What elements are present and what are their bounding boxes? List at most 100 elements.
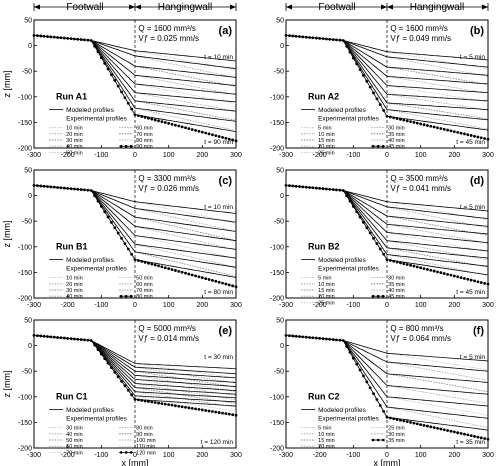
- experimental-point: [284, 33, 288, 37]
- legend-entry-label: 15 min: [318, 138, 335, 144]
- y-tick-label: 50: [24, 18, 32, 25]
- experimental-point: [224, 136, 228, 140]
- experimental-point: [234, 139, 238, 143]
- legend-experimental-label: Experimental profiles: [66, 416, 127, 423]
- fault-rate-text: Vƒ = 0.025 mm/s: [138, 34, 199, 43]
- legend-entry-label: 45 min: [388, 294, 405, 300]
- experimental-point: [446, 128, 449, 132]
- experimental-point: [180, 125, 184, 129]
- header-left: Footwall Hangingwall: [33, 2, 237, 13]
- legend-marker: [124, 294, 128, 298]
- modeled-profile: [285, 335, 489, 395]
- y-tick-label: -200: [18, 146, 32, 153]
- x-tick-label: -300: [27, 452, 41, 459]
- experimental-point: [231, 413, 235, 417]
- y-tick-label: -50: [274, 219, 284, 226]
- experimental-point: [415, 121, 419, 125]
- legend-marker: [381, 438, 385, 442]
- x-tick-label: 0: [385, 452, 389, 459]
- x-tick-label: -200: [313, 152, 327, 159]
- legend-entry-label: 10 min: [66, 126, 83, 132]
- legend-modeled-label: Modeled profiles: [66, 107, 114, 114]
- experimental-point: [463, 277, 466, 280]
- header-footwall-label-right: Footwall: [318, 2, 355, 13]
- fault-rate-text: Vƒ = 0.049 mm/s: [390, 34, 451, 43]
- legend-entry-label: 10 min: [318, 282, 335, 288]
- y-tick-label: -200: [18, 446, 32, 453]
- experimental-point: [449, 429, 453, 433]
- experimental-point: [150, 117, 154, 121]
- experimental-point: [234, 285, 238, 289]
- legend-entry-label: 20 min: [318, 144, 335, 150]
- modeled-profile: [33, 335, 237, 407]
- t-first-label: t = 30 min: [204, 354, 233, 361]
- experimental-point: [446, 272, 449, 276]
- experimental-point: [284, 333, 288, 337]
- y-tick-label: 50: [276, 168, 284, 175]
- x-tick-label: 100: [415, 452, 427, 459]
- x-tick-label: 200: [196, 452, 208, 459]
- x-tick-label: 300: [482, 452, 494, 459]
- y-tick-label: -150: [18, 120, 32, 127]
- y-tick-label: -150: [270, 420, 284, 427]
- experimental-point: [486, 282, 490, 286]
- chart-panel-6: -300 -200 -100 0 100 200 300-200-150-100-50050…: [270, 318, 494, 466]
- legend-entry-label: 10 min: [318, 432, 335, 438]
- experimental-profile: [285, 185, 489, 244]
- legend-entry-label: 30 min: [388, 126, 405, 132]
- legend-entry-label: 60 min: [66, 444, 83, 450]
- legend-modeled-label: Modeled profiles: [318, 107, 366, 114]
- experimental-point: [184, 405, 187, 409]
- experimental-profile: [285, 335, 489, 393]
- experimental-point: [432, 269, 436, 273]
- experimental-point: [466, 277, 470, 281]
- legend-experimental-label: Experimental profiles: [318, 416, 379, 423]
- experimental-point: [466, 433, 470, 437]
- legend-entry-label: 70 min: [136, 288, 153, 294]
- experimental-point: [402, 118, 406, 122]
- discharge-text: Q = 1600 mm³/s: [138, 24, 196, 33]
- legend: Modeled profiles Experimental profiles 5 m…: [301, 107, 405, 156]
- legend-modeled-label: Modeled profiles: [66, 407, 114, 414]
- fault-rate-text: Vƒ = 0.014 mm/s: [138, 334, 199, 343]
- modeled-profile: [285, 335, 489, 431]
- discharge-text: Q = 1600 mm³/s: [390, 24, 448, 33]
- run-label: Run A1: [56, 91, 87, 101]
- experimental-point: [204, 131, 208, 135]
- legend-entry-label: 5 min: [318, 276, 331, 282]
- experimental-point: [412, 421, 416, 425]
- x-tick-label: -300: [279, 302, 293, 309]
- legend-entry-label: 50 min: [66, 438, 83, 444]
- experimental-point: [194, 274, 198, 278]
- y-tick-label: -50: [274, 369, 284, 376]
- t-last-label: t = 45 min: [456, 289, 485, 296]
- x-tick-label: 300: [230, 152, 242, 159]
- experimental-point: [476, 135, 480, 139]
- experimental-point: [221, 281, 224, 285]
- x-tick-label: 0: [133, 152, 137, 159]
- x-tick-label: -100: [94, 152, 108, 159]
- y-tick-label: 0: [280, 43, 284, 50]
- x-tick-label: -200: [61, 152, 75, 159]
- experimental-point: [446, 429, 449, 432]
- y-tick-label: 0: [280, 193, 284, 200]
- experimental-point: [194, 407, 198, 411]
- x-tick-label: 200: [448, 452, 460, 459]
- experimental-point: [147, 400, 150, 403]
- experimental-point: [402, 262, 406, 266]
- legend-entry-label: 10 min: [66, 276, 83, 282]
- experimental-point: [426, 124, 429, 127]
- experimental-point: [153, 263, 157, 267]
- legend-entry-label: 50 min: [136, 276, 153, 282]
- legend-entry-label: 80 min: [136, 138, 153, 144]
- t-first-label: t = 5 min: [460, 54, 485, 61]
- experimental-point: [483, 281, 487, 285]
- experimental-point: [177, 124, 181, 128]
- x-tick-label: 200: [448, 152, 460, 159]
- y-axis-label: z [mm]: [2, 221, 12, 248]
- chart-panel-1: -300 -200 -100 0 100 200 300-200-150-100-50050…: [2, 18, 242, 160]
- y-tick-label: -100: [270, 244, 284, 251]
- x-tick-label: 0: [385, 302, 389, 309]
- experimental-point: [473, 134, 476, 138]
- x-tick-label: 300: [230, 452, 242, 459]
